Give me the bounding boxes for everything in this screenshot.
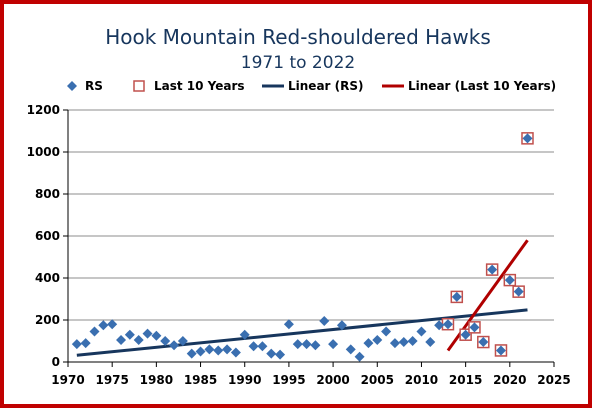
rs-point (107, 319, 118, 330)
rs-point (124, 329, 135, 340)
chart-title: Hook Mountain Red-shouldered Hawks (105, 25, 491, 49)
legend-last10-marker (133, 80, 145, 92)
legend-rs-label: RS (85, 79, 103, 93)
rs-point (230, 347, 241, 358)
rs-point (434, 320, 445, 331)
rs-point (478, 337, 489, 348)
x-tick-label: 2020 (493, 373, 526, 387)
rs-point (504, 275, 515, 286)
rs-point (328, 339, 339, 350)
rs-point (460, 329, 471, 340)
x-tick-label: 2015 (449, 373, 482, 387)
y-tick-label: 1000 (27, 145, 60, 159)
rs-point (248, 341, 259, 352)
rs-point (186, 348, 197, 359)
rs-point (292, 339, 303, 350)
rs-point (442, 319, 453, 330)
legend-linear-last10-label: Linear (Last 10 Years) (408, 79, 556, 93)
rs-point (407, 336, 418, 346)
rs-point (398, 337, 409, 348)
x-tick-label: 1980 (140, 373, 173, 387)
rs-point (133, 334, 144, 345)
chart-subtitle: 1971 to 2022 (241, 53, 355, 73)
rs-point (169, 340, 180, 351)
rs-point (301, 339, 312, 350)
rs-point (116, 334, 127, 345)
rs-point (336, 320, 347, 331)
rs-point (177, 336, 188, 346)
rs-point (513, 286, 524, 297)
tick-labels: 0 200 400 600 800 1000 1200 1970 1975 1980 1985 199… (27, 103, 571, 387)
rs-point (372, 334, 383, 345)
rs-point (381, 326, 392, 337)
x-tick-label: 2005 (361, 373, 394, 387)
y-tick-label: 0 (52, 355, 60, 369)
y-tick-label: 800 (35, 187, 60, 201)
legend-last10-label: Last 10 Years (154, 79, 245, 93)
rs-point (80, 338, 91, 349)
rs-point (495, 345, 506, 356)
rs-point (160, 336, 171, 346)
gridlines (68, 109, 554, 321)
axes (63, 109, 555, 367)
rs-point (257, 341, 268, 352)
rs-point (239, 329, 250, 340)
points (71, 132, 534, 362)
rs-point (469, 322, 480, 333)
rs-point (389, 338, 400, 349)
x-tick-label: 2010 (405, 373, 438, 387)
y-tick-label: 1200 (27, 103, 60, 117)
x-tick-label: 1985 (184, 373, 217, 387)
legend-linear-rs-label: Linear (RS) (288, 79, 364, 93)
rs-point (213, 345, 224, 356)
linear-rs-trendline (76, 308, 528, 357)
rs-point (98, 320, 109, 331)
rs-point (416, 326, 427, 337)
legend-rs-marker (67, 81, 77, 91)
rs-point (89, 326, 100, 337)
y-tick-label: 200 (35, 313, 60, 327)
rs-point (151, 330, 162, 341)
rs-point (266, 348, 277, 359)
x-tick-label: 2025 (537, 373, 570, 387)
rs-point (283, 319, 294, 330)
y-tick-label: 600 (35, 229, 60, 243)
rs-point (275, 349, 286, 360)
rs-point (451, 291, 462, 302)
rs-point (310, 340, 321, 351)
rs-point (425, 337, 436, 348)
x-tick-label: 1995 (272, 373, 305, 387)
rs-point (195, 346, 206, 357)
rs-point (487, 264, 498, 275)
rs-point (522, 133, 533, 144)
rs-point (71, 339, 82, 350)
x-tick-label: 1990 (228, 373, 261, 387)
x-tick-label: 2000 (316, 373, 349, 387)
rs-point (363, 338, 374, 349)
y-tick-label: 400 (35, 271, 60, 285)
x-tick-label: 1975 (95, 373, 128, 387)
rs-point (222, 344, 233, 355)
rs-point (319, 316, 330, 327)
legend: RS Last 10 Years Linear (RS) Linear (Las… (67, 79, 556, 93)
rs-point (204, 344, 215, 355)
rs-point (354, 351, 365, 362)
rs-point (142, 328, 153, 339)
rs-point (345, 344, 356, 355)
x-tick-label: 1970 (51, 373, 84, 387)
